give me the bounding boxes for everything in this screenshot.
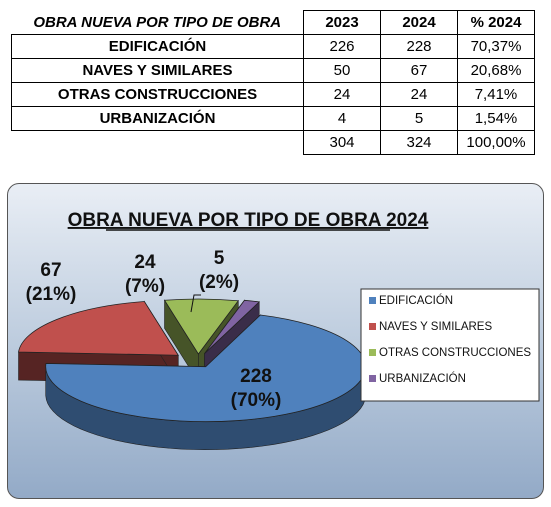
pie-slice-top bbox=[163, 298, 240, 355]
row-label: EDIFICACIÓN bbox=[11, 34, 304, 59]
total-2024: 324 bbox=[380, 130, 458, 155]
table-title: OBRA NUEVA POR TIPO DE OBRA bbox=[33, 13, 282, 31]
legend-swatch-urbanizacion bbox=[369, 375, 376, 382]
cell-2023: 4 bbox=[303, 106, 381, 131]
pie-slice-top bbox=[18, 301, 179, 356]
total-pct: 100,00% bbox=[457, 130, 535, 155]
data-label-percent-otras-construcciones: (7%) bbox=[125, 276, 165, 297]
cell-2024: 228 bbox=[380, 34, 458, 59]
data-label-value-naves-y-similares: 67 bbox=[40, 260, 61, 281]
cell-2024: 5 bbox=[380, 106, 458, 131]
legend-swatch-naves-y-similares bbox=[369, 323, 376, 330]
table-row: NAVES Y SIMILARES 50 67 20,68% bbox=[11, 58, 535, 83]
cell-pct: 70,37% bbox=[457, 34, 535, 59]
table-row: URBANIZACIÓN 4 5 1,54% bbox=[11, 106, 535, 131]
data-label-value-edificacion: 228 bbox=[240, 366, 272, 387]
cell-pct: 7,41% bbox=[457, 82, 535, 107]
legend-label-otras-construcciones: OTRAS CONSTRUCCIONES bbox=[379, 347, 531, 359]
header-2024: 2024 bbox=[380, 10, 458, 35]
cell-2023: 226 bbox=[303, 34, 381, 59]
cell-2023: 24 bbox=[303, 82, 381, 107]
total-2023: 304 bbox=[303, 130, 381, 155]
cell-pct: 20,68% bbox=[457, 58, 535, 83]
table-header-row: OBRA NUEVA POR TIPO DE OBRA 2023 2024 % … bbox=[12, 10, 535, 35]
row-label: OTRAS CONSTRUCCIONES bbox=[11, 82, 304, 107]
pie-slice-top bbox=[204, 299, 261, 354]
row-label: URBANIZACIÓN bbox=[11, 106, 304, 131]
legend-label-naves-y-similares: NAVES Y SIMILARES bbox=[379, 321, 492, 333]
totals-blank-cell bbox=[12, 131, 304, 155]
pie-slice-edificacion bbox=[45, 314, 367, 450]
pie-layer bbox=[18, 298, 367, 450]
data-label-percent-naves-y-similares: (21%) bbox=[26, 284, 77, 305]
data-label-percent-edificacion: (70%) bbox=[231, 390, 282, 411]
pie-chart-svg: OBRA NUEVA POR TIPO DE OBRA 2024 228 (70%… bbox=[18, 210, 540, 450]
table-row: OTRAS CONSTRUCCIONES 24 24 7,41% bbox=[11, 82, 535, 107]
legend-label-edificacion: EDIFICACIÓN bbox=[379, 294, 453, 307]
chart-title: OBRA NUEVA POR TIPO DE OBRA 2024 bbox=[68, 210, 429, 231]
cell-2024: 24 bbox=[380, 82, 458, 107]
header-2023: 2023 bbox=[303, 10, 381, 35]
row-label: NAVES Y SIMILARES bbox=[11, 58, 304, 83]
data-label-leader-line bbox=[190, 294, 201, 313]
cell-2024: 67 bbox=[380, 58, 458, 83]
data-label-layer: 228 (70%) 67 (21%) 24 (7%) 5 (2%) bbox=[26, 248, 282, 411]
legend-box bbox=[360, 288, 540, 402]
cell-pct: 1,54% bbox=[457, 106, 535, 131]
legend-swatch-edificacion bbox=[369, 297, 376, 304]
pie-chart: OBRA NUEVA POR TIPO DE OBRA 2024 228 (70%… bbox=[7, 183, 544, 499]
data-label-percent-urbanizacion: (2%) bbox=[199, 272, 239, 293]
data-label-value-otras-construcciones: 24 bbox=[134, 252, 156, 273]
header-pct-2024: % 2024 bbox=[457, 10, 535, 35]
legend-label-urbanizacion: URBANIZACIÓN bbox=[379, 372, 466, 385]
table-row: EDIFICACIÓN 226 228 70,37% bbox=[11, 34, 535, 59]
data-label-value-urbanizacion: 5 bbox=[214, 248, 225, 269]
cell-2023: 50 bbox=[303, 58, 381, 83]
pie-slice-top bbox=[45, 314, 367, 423]
legend: EDIFICACIÓN NAVES Y SIMILARES OTRAS CONSTR… bbox=[360, 288, 540, 402]
table-totals-row: 304 324 100,00% bbox=[12, 130, 535, 155]
data-table: OBRA NUEVA POR TIPO DE OBRA 2023 2024 % … bbox=[11, 10, 535, 155]
legend-swatch-otras-construcciones bbox=[369, 349, 376, 356]
